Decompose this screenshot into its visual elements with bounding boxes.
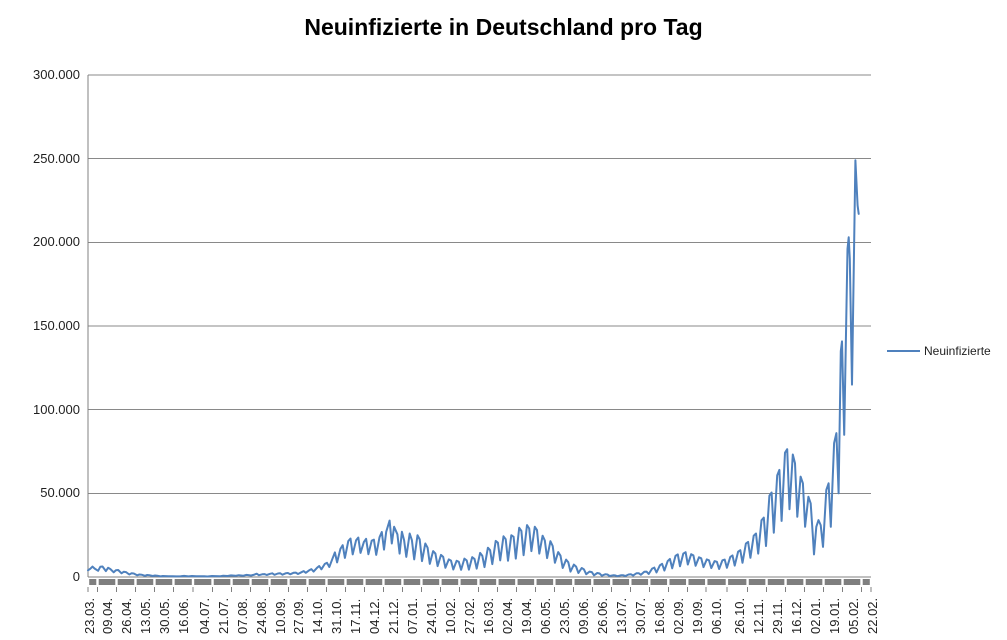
axis-tick-band-segment bbox=[862, 579, 870, 585]
axis-tick-band-segment bbox=[98, 579, 116, 585]
axis-tick-band-segment bbox=[441, 579, 459, 585]
x-axis-label: 02.09. bbox=[671, 597, 687, 634]
x-axis-label: 09.06. bbox=[576, 597, 592, 634]
x-axis-label: 21.07. bbox=[215, 597, 231, 634]
x-axis-label: 19.01. bbox=[826, 597, 842, 634]
axis-tick-band-segment bbox=[650, 579, 668, 585]
axis-tick-band-segment bbox=[786, 579, 804, 585]
chart-title: Neuinfizierte in Deutschland pro Tag bbox=[304, 14, 703, 40]
axis-tick-band-segment bbox=[384, 579, 402, 585]
x-axis-label: 13.07. bbox=[614, 597, 630, 634]
x-axis-label: 19.04. bbox=[519, 597, 535, 634]
x-axis-label: 23.03. bbox=[81, 597, 97, 634]
axis-tick-band-segment bbox=[251, 579, 269, 585]
axis-tick-band-segment bbox=[748, 579, 766, 585]
x-axis-label: 30.07. bbox=[633, 597, 649, 634]
axis-tick-band-segment bbox=[460, 579, 478, 585]
x-axis-label: 04.07. bbox=[196, 597, 212, 634]
x-axis-label: 26.06. bbox=[595, 597, 611, 634]
x-axis-label: 29.11. bbox=[769, 598, 785, 634]
x-axis-label: 07.08. bbox=[234, 597, 250, 634]
axis-tick-band-segment bbox=[155, 579, 173, 585]
x-axis-label: 23.05. bbox=[557, 597, 573, 634]
y-axis-label: 200.000 bbox=[33, 234, 80, 250]
axis-tick-band-segment bbox=[843, 579, 861, 585]
x-axis-label: 26.10. bbox=[731, 597, 747, 634]
legend-line-swatch bbox=[887, 350, 920, 352]
x-axis-label: 09.04. bbox=[100, 597, 116, 634]
axis-tick-band-segment bbox=[593, 579, 611, 585]
y-axis-label: 150.000 bbox=[33, 318, 80, 333]
axis-tick-band-segment bbox=[536, 579, 554, 585]
x-axis-label: 10.02. bbox=[443, 597, 459, 634]
axis-tick-band-segment bbox=[346, 579, 364, 585]
x-axis-label: 13.05. bbox=[138, 597, 154, 634]
axis-tick-band-segment bbox=[498, 579, 516, 585]
x-axis-label: 02.01. bbox=[807, 597, 823, 634]
axis-tick-band-segment bbox=[89, 579, 97, 585]
x-axis-label: 17.11. bbox=[348, 598, 364, 634]
x-axis-label: 30.05. bbox=[157, 597, 173, 634]
x-axis-label: 05.02. bbox=[845, 597, 861, 634]
x-axis-label: 12.11. bbox=[750, 598, 766, 634]
axis-tick-band-segment bbox=[707, 579, 726, 585]
x-axis-label: 10.09. bbox=[272, 597, 288, 634]
axis-tick-band-segment bbox=[824, 579, 842, 585]
axis-tick-band-segment bbox=[117, 579, 135, 585]
x-axis-label: 16.06. bbox=[176, 597, 192, 634]
axis-tick-band-segment bbox=[479, 579, 497, 585]
x-axis-label: 27.09. bbox=[291, 597, 307, 634]
y-axis-label: 0 bbox=[72, 569, 80, 584]
axis-tick-band-segment bbox=[232, 579, 250, 585]
y-axis-label: 300.000 bbox=[33, 67, 80, 82]
axis-tick-band-segment bbox=[403, 579, 421, 585]
x-axis-label: 21.12. bbox=[386, 597, 402, 634]
axis-tick-band-segment bbox=[422, 579, 440, 585]
x-axis-label: 24.08. bbox=[253, 597, 269, 634]
x-axis-label: 14.10. bbox=[310, 597, 326, 634]
axis-tick-band-segment bbox=[213, 579, 231, 585]
axis-tick-band-segment bbox=[688, 579, 706, 585]
legend[interactable]: Neuinfizierte bbox=[887, 344, 991, 358]
x-axis-label: 31.10. bbox=[329, 597, 345, 634]
axis-tick-band-segment bbox=[555, 579, 573, 585]
axis-tick-band-segment bbox=[327, 579, 345, 585]
x-axis-label: 22.02. bbox=[864, 597, 880, 634]
axis-tick-band-segment bbox=[365, 579, 383, 585]
series-line-neuinfizierte[interactable] bbox=[87, 159, 860, 578]
x-axis-label: 27.02. bbox=[462, 597, 478, 634]
x-axis-label: 19.09. bbox=[690, 597, 706, 634]
axis-tick-band-segment bbox=[174, 579, 192, 585]
y-axis-label: 50.000 bbox=[40, 485, 80, 501]
axis-tick-band-segment bbox=[767, 579, 785, 585]
axis-tick-band-segment bbox=[194, 579, 212, 585]
x-axis-label: 16.03. bbox=[481, 597, 497, 634]
axis-tick-band-segment bbox=[136, 579, 154, 585]
x-axis-label: 02.04. bbox=[500, 597, 516, 634]
x-axis-label: 16.08. bbox=[652, 597, 668, 634]
x-axis-label: 06.10. bbox=[709, 597, 725, 634]
x-axis-label: 16.12. bbox=[788, 597, 804, 634]
axis-tick-band-segment bbox=[270, 579, 288, 585]
x-axis-label: 06.05. bbox=[538, 597, 554, 634]
axis-tick-band-segment bbox=[728, 579, 747, 585]
y-axis-label: 100.000 bbox=[33, 401, 80, 417]
axis-tick-band-segment bbox=[574, 579, 592, 585]
axis-tick-band-segment bbox=[631, 579, 649, 585]
legend-label: Neuinfizierte bbox=[924, 344, 991, 358]
axis-tick-band-segment bbox=[805, 579, 823, 585]
x-axis-label: 26.04. bbox=[119, 597, 135, 634]
axis-tick-band-segment bbox=[289, 579, 307, 585]
axis-tick-band-segment bbox=[308, 579, 326, 585]
axis-tick-band-segment bbox=[669, 579, 687, 585]
axis-tick-band-segment bbox=[517, 579, 535, 585]
x-axis-label: 07.01. bbox=[405, 597, 421, 634]
x-axis-label: 24.01. bbox=[424, 597, 440, 634]
y-axis-label: 250.000 bbox=[33, 150, 80, 166]
axis-tick-band-segment bbox=[612, 579, 630, 585]
x-axis-label: 04.12. bbox=[367, 597, 383, 634]
